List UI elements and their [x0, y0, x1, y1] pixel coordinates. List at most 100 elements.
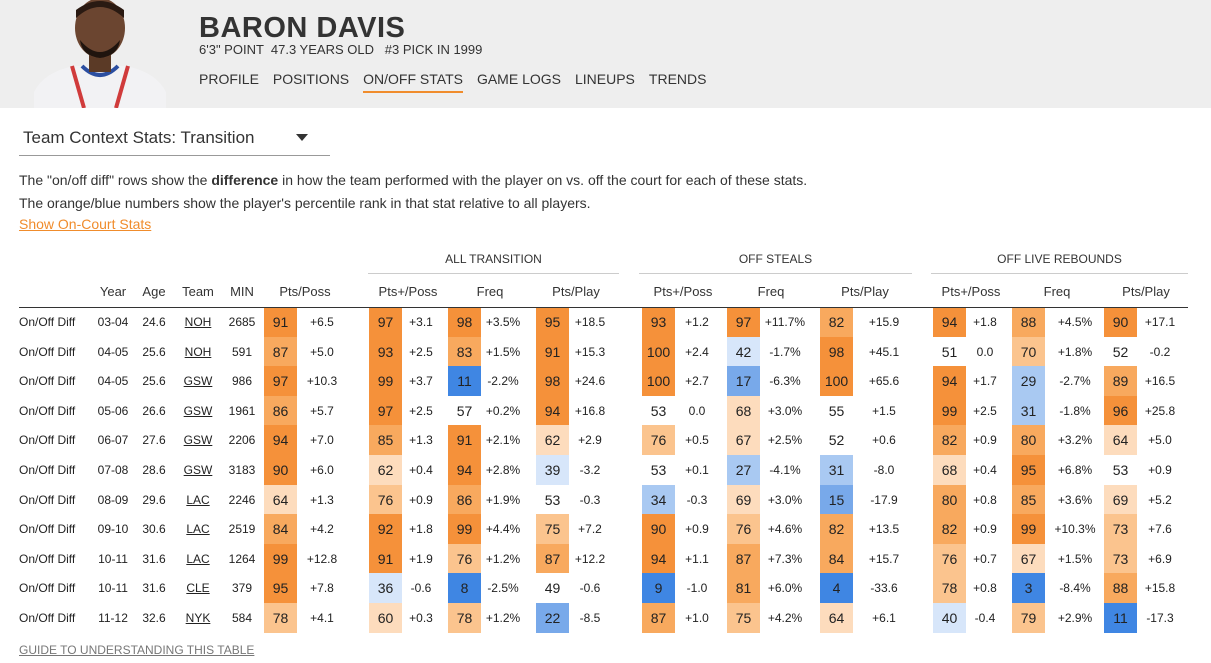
stat-value: +1.8 [973, 315, 997, 329]
percentile-cell: 51 [933, 336, 966, 367]
team-link[interactable]: CLE [186, 581, 210, 596]
column-header[interactable]: Pts/Play [552, 284, 600, 299]
column-header[interactable]: Year [99, 284, 127, 299]
percentile-cell: 99 [1012, 514, 1045, 545]
percentile-cell: 98 [448, 307, 481, 337]
percentile-cell: 34 [642, 484, 675, 515]
stat-value: -8.0 [873, 463, 895, 477]
stat-value: +1.5% [1057, 551, 1093, 566]
minutes-cell: 584 [231, 611, 253, 625]
stat-value: +0.6 [872, 433, 896, 448]
percentile-cell: 68 [727, 395, 760, 426]
column-header[interactable]: Freq [476, 284, 504, 299]
nav-tab-lineups[interactable]: LINEUPS [574, 71, 635, 87]
percentile-cell: 97 [369, 395, 402, 426]
nav-tab-positions[interactable]: POSITIONS [272, 71, 350, 87]
stat-value: +7.0 [310, 433, 334, 448]
show-on-court-stats-link[interactable]: Show On-Court Stats [19, 216, 152, 232]
percentile-cell: 76 [369, 484, 402, 515]
percentile-cell: 99 [448, 514, 481, 545]
percentile-cell: 92 [369, 514, 402, 545]
group-header-all-transition: ALL TRANSITION [368, 252, 619, 274]
stat-value: 0.0 [688, 403, 706, 418]
stat-value: +6.9 [1148, 551, 1172, 566]
stat-value: -1.8% [1059, 403, 1091, 418]
column-header[interactable]: Age [142, 284, 166, 299]
team-link[interactable]: GSW [183, 433, 213, 448]
group-header-off-live-rebounds: OFF LIVE REBOUNDS [931, 252, 1188, 274]
row-label: On/Off Diff [19, 522, 76, 537]
year-cell: 10-11 [98, 551, 128, 566]
stat-value: +4.2 [310, 522, 334, 537]
nav-tab-game-logs[interactable]: GAME LOGS [476, 71, 561, 87]
nav-tab-profile[interactable]: PROFILE [199, 71, 259, 87]
stat-value: +15.8 [1144, 581, 1176, 596]
stat-value: +1.5% [485, 344, 521, 359]
stat-value: +1.9 [409, 551, 433, 566]
team-link[interactable]: NYK [185, 611, 211, 625]
dropdown-label: Team Context Stats: Transition [23, 128, 255, 147]
percentile-cell: 8 [448, 573, 481, 604]
team-link[interactable]: LAC [186, 551, 210, 566]
column-header[interactable]: MIN [230, 284, 254, 299]
stat-value: +0.5 [685, 433, 709, 448]
year-cell: 09-10 [97, 522, 129, 537]
column-header[interactable]: Pts/Play [1122, 284, 1170, 299]
percentile-cell: 27 [727, 455, 760, 485]
table-row: On/Off Diff 11-12 32.6 NYK 584 78 +4.1 60 +0.3 78… [0, 603, 1211, 633]
column-header[interactable]: Pts+/Poss [941, 284, 1001, 299]
age-cell: 25.6 [142, 344, 166, 359]
minutes-cell: 379 [231, 581, 253, 596]
stat-value: -3.2 [579, 463, 601, 477]
column-header[interactable]: Pts+/Poss [653, 284, 713, 299]
stat-value: +0.9 [1148, 463, 1172, 477]
nav-tab-on-off-stats[interactable]: ON/OFF STATS [363, 71, 463, 93]
stat-value: +1.8 [409, 522, 433, 537]
header-divider [19, 307, 1188, 308]
table-row: On/Off Diff 10-11 31.6 LAC 1264 99 +12.8 91 +1.9… [0, 543, 1211, 574]
stat-value: -4.1% [769, 463, 801, 477]
column-header[interactable]: Pts/Play [841, 284, 889, 299]
percentile-cell: 53 [642, 455, 675, 485]
age-cell: 30.6 [142, 522, 166, 537]
team-link[interactable]: NOH [184, 344, 212, 359]
team-link[interactable]: GSW [183, 374, 213, 389]
guide-link[interactable]: GUIDE TO UNDERSTANDING THIS TABLE [19, 643, 255, 657]
stat-value: +15.9 [868, 315, 900, 329]
stat-value: +0.3 [409, 611, 433, 625]
team-link[interactable]: GSW [183, 463, 213, 477]
team-link[interactable]: LAC [186, 522, 210, 537]
minutes-cell: 2246 [228, 492, 256, 507]
stat-value: +3.1 [409, 315, 433, 329]
column-header[interactable]: Pts+/Poss [378, 284, 438, 299]
column-header[interactable]: Freq [1043, 284, 1071, 299]
percentile-cell: 82 [933, 514, 966, 545]
percentile-cell: 86 [448, 484, 481, 515]
percentile-cell: 87 [264, 336, 297, 367]
stat-value: +3.2% [1057, 433, 1093, 448]
stat-value: +12.8 [306, 551, 338, 566]
percentile-cell: 87 [536, 543, 569, 574]
percentile-cell: 62 [369, 455, 402, 485]
column-header[interactable]: Freq [757, 284, 785, 299]
column-header[interactable]: Pts/Poss [279, 284, 331, 299]
team-link[interactable]: GSW [183, 403, 213, 418]
nav-tab-trends[interactable]: TRENDS [648, 71, 707, 87]
percentile-cell: 78 [933, 573, 966, 604]
stat-value: +18.5 [574, 315, 606, 329]
description-line-2: The orange/blue numbers show the player'… [19, 195, 591, 211]
percentile-cell: 64 [820, 603, 853, 633]
age-cell: 27.6 [142, 433, 166, 448]
percentile-cell: 94 [933, 366, 966, 397]
team-link[interactable]: LAC [186, 492, 210, 507]
stat-value: +0.4 [973, 463, 997, 477]
percentile-cell: 95 [536, 307, 569, 337]
context-stats-dropdown[interactable]: Team Context Stats: Transition [19, 124, 330, 156]
stat-value: -33.6 [870, 581, 898, 596]
team-link[interactable]: NOH [184, 315, 212, 329]
stat-value: +25.8 [1144, 403, 1176, 418]
column-header[interactable]: Team [182, 284, 214, 299]
stat-value: +1.0 [685, 611, 709, 625]
percentile-cell: 76 [727, 514, 760, 545]
percentile-cell: 53 [1104, 455, 1137, 485]
